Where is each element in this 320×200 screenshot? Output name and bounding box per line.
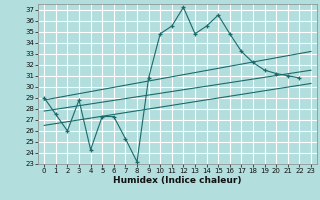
- X-axis label: Humidex (Indice chaleur): Humidex (Indice chaleur): [113, 176, 242, 185]
